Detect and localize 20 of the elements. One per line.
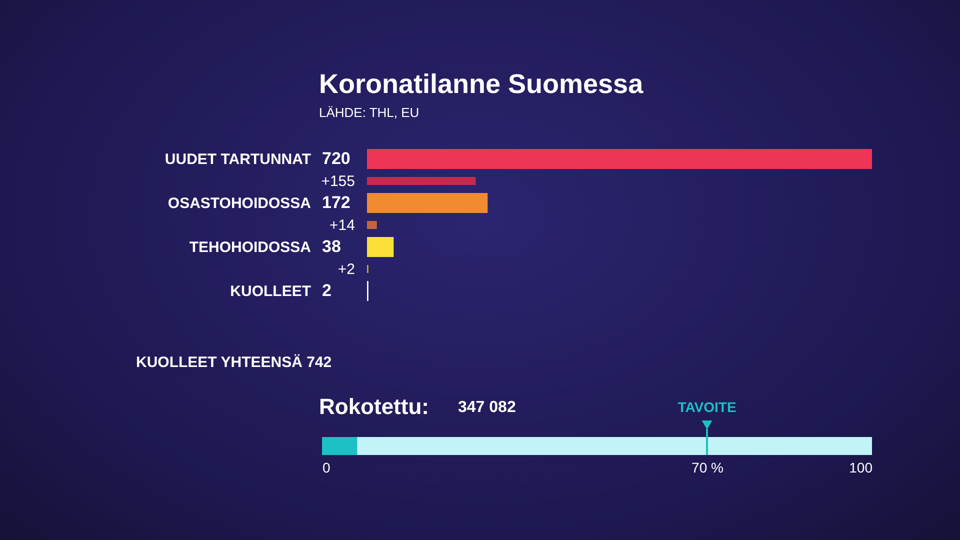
chart-title: Rokotettu: [319,394,429,419]
chart-title: Koronatilanne Suomessa [319,69,644,99]
data-label: 2 [322,281,332,300]
data-label: +14 [330,217,355,234]
y-tick-label: OSASTOHOIDOSSA [168,195,312,212]
x-tick-label: 70 % [692,460,724,476]
data-label: 38 [322,237,341,256]
data-label: 720 [322,149,350,168]
y-tick-label: UUDET TARTUNNAT [164,151,311,168]
text: KUOLLEET YHTEENSÄ 742 [136,354,332,371]
ref-line-label: TAVOITE [678,399,736,415]
x-tick-label: 100 [849,460,873,476]
text: LÄHDE: THL, EU [319,105,420,120]
data-label: +2 [338,261,355,278]
x-tick-label: 0 [322,460,330,476]
y-tick-label: TEHOHOIDOSSA [189,239,312,256]
data-label: 172 [322,193,350,212]
data-label: +155 [321,173,355,190]
y-tick-label: KUOLLEET [230,283,311,300]
text: 347 082 [458,399,516,416]
